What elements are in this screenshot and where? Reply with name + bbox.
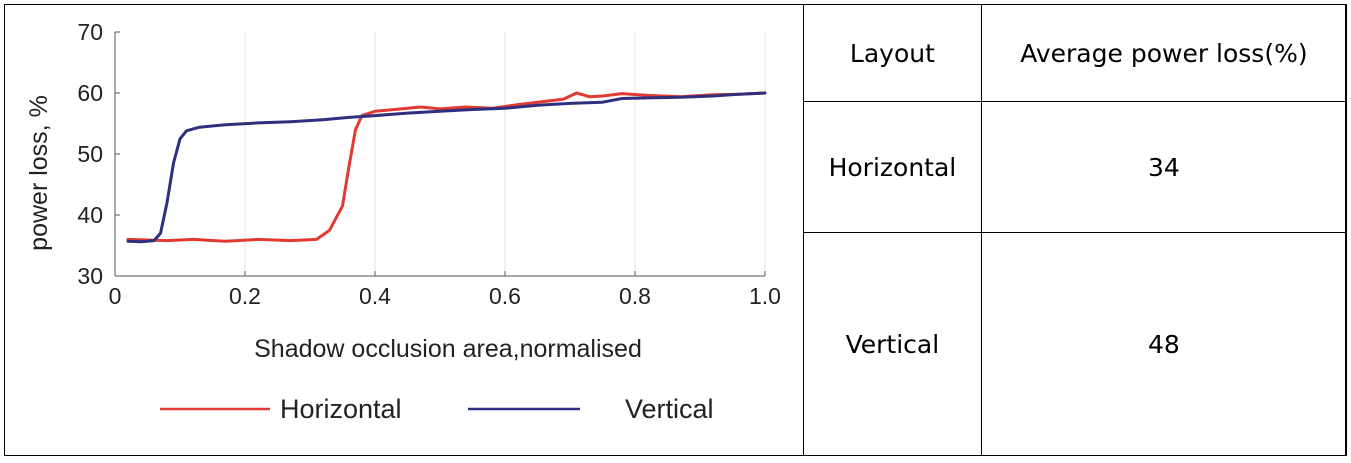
cell-value-vertical: 48 — [980, 232, 1348, 456]
x-axis-label: Shadow occlusion area,normalised — [254, 335, 642, 363]
legend-label-horizontal: Horizontal — [280, 394, 402, 424]
legend: Horizontal Vertical — [160, 394, 714, 424]
x-tick-label: 1.0 — [749, 283, 781, 309]
legend-label-vertical: Vertical — [625, 394, 714, 424]
header-average-power-loss: Average power loss(%) — [980, 3, 1348, 103]
x-tick-label: 0.4 — [359, 283, 391, 309]
line-chart: 0 0.2 0.4 0.6 0.8 1.0 30 40 50 60 70 Shadow occlus… — [25, 19, 781, 424]
header-layout: Layout — [803, 3, 982, 103]
series-line-vertical — [126, 91, 767, 244]
series-line-horizontal — [126, 91, 767, 243]
cell-layout-horizontal: Horizontal — [803, 101, 982, 234]
x-tick-label: 0 — [109, 283, 122, 309]
y-tick-label: 30 — [77, 263, 103, 289]
summary-table-area: Layout Average power loss(%) Horizontal … — [803, 3, 1348, 456]
plot-area — [115, 32, 765, 276]
cell-layout-vertical: Vertical — [803, 232, 982, 456]
y-tick-label: 70 — [77, 19, 103, 45]
cell-value-horizontal: 34 — [980, 101, 1348, 234]
table-row: Vertical 48 — [803, 232, 1348, 456]
x-tick-label: 0.8 — [619, 283, 651, 309]
x-tick-label: 0.2 — [229, 283, 261, 309]
x-tick-label: 0.6 — [489, 283, 521, 309]
y-tick-label: 60 — [77, 80, 103, 106]
summary-table: Layout Average power loss(%) Horizontal … — [803, 3, 1348, 456]
table-row: Horizontal 34 — [803, 101, 1348, 234]
table-header-row: Layout Average power loss(%) — [803, 3, 1348, 103]
y-tick-label: 50 — [77, 141, 103, 167]
figure-frame: 0 0.2 0.4 0.6 0.8 1.0 30 40 50 60 70 Shadow occlus… — [4, 3, 1348, 456]
y-tick-label: 40 — [77, 202, 103, 228]
y-axis-label: power loss, % — [25, 95, 53, 251]
